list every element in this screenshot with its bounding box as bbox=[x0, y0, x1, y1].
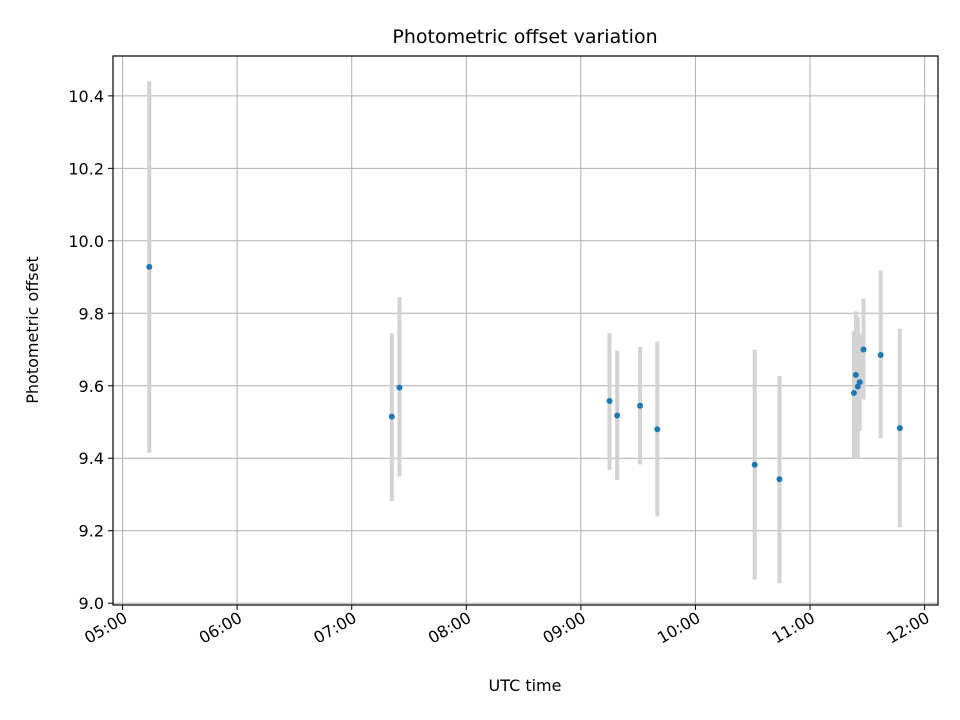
y-tick-label: 9.8 bbox=[79, 304, 104, 323]
y-tick-label: 9.0 bbox=[79, 594, 104, 613]
y-tick-label: 9.6 bbox=[79, 377, 104, 396]
plot-frame bbox=[112, 55, 939, 606]
data-point bbox=[856, 379, 863, 386]
data-point bbox=[654, 426, 661, 433]
data-point bbox=[606, 397, 613, 404]
data-point bbox=[896, 425, 903, 432]
y-tick-label: 10.2 bbox=[68, 159, 104, 178]
data-point bbox=[850, 390, 857, 397]
x-axis-label: UTC time bbox=[489, 676, 562, 695]
y-tick-label: 9.2 bbox=[79, 522, 104, 541]
y-axis: 9.0 9.2 9.4 9.6 9.8 10.0 10.2 10.4 bbox=[68, 87, 113, 613]
data-point bbox=[146, 263, 153, 270]
chart-title: Photometric offset variation bbox=[392, 26, 657, 48]
data-point bbox=[396, 384, 403, 391]
data-point bbox=[637, 402, 644, 409]
grid bbox=[113, 56, 938, 605]
data-point bbox=[776, 476, 783, 483]
y-tick-label: 10.0 bbox=[68, 232, 104, 251]
data-point bbox=[877, 351, 884, 358]
data-point bbox=[388, 413, 395, 420]
data-point bbox=[751, 461, 758, 468]
data-point bbox=[860, 346, 867, 353]
y-tick-label: 9.4 bbox=[79, 449, 104, 468]
y-tick-label: 10.4 bbox=[68, 87, 104, 106]
data-point bbox=[614, 412, 621, 419]
data-point bbox=[852, 371, 859, 378]
data-points bbox=[146, 263, 903, 483]
y-axis-label: Photometric offset bbox=[23, 256, 42, 404]
